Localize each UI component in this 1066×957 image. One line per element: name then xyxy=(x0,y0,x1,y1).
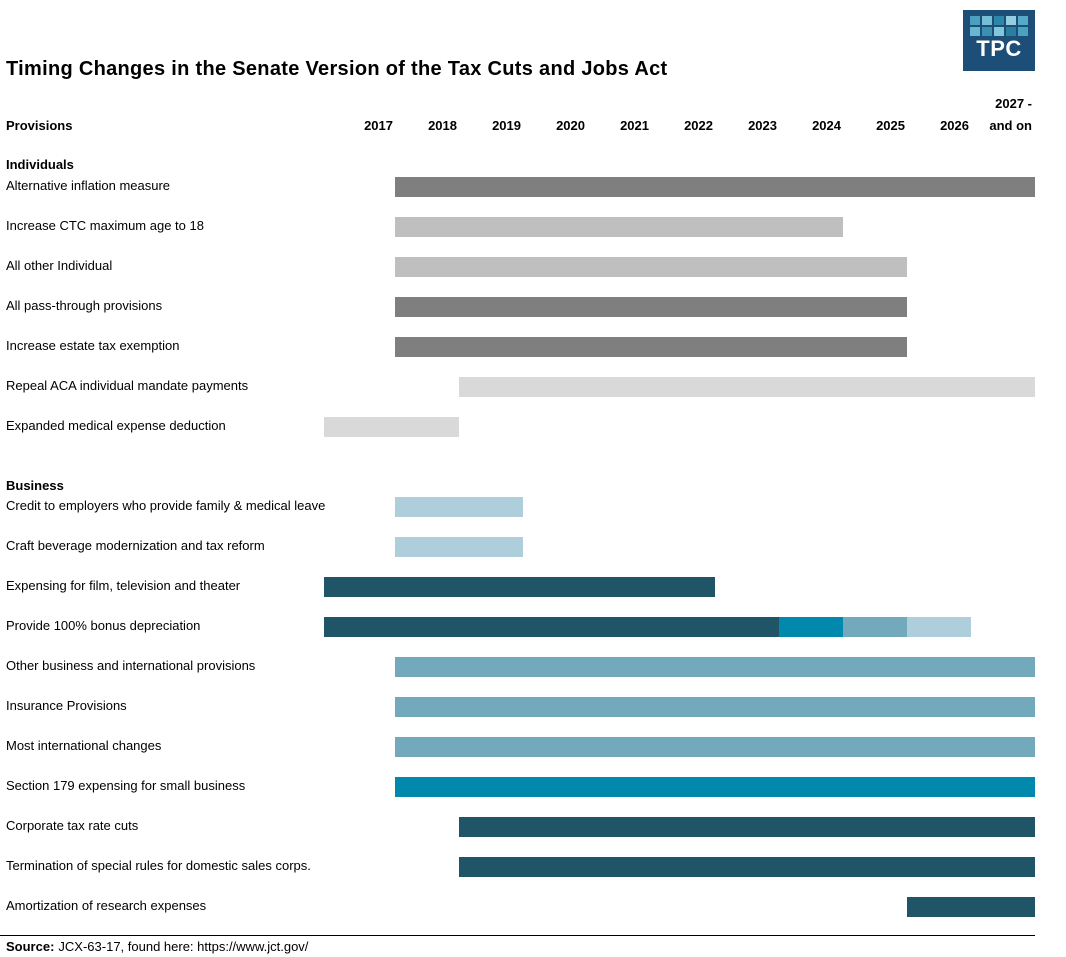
provision-label: Other business and international provisi… xyxy=(6,658,256,673)
year-column-header-2024: 2024 xyxy=(812,118,841,133)
source-text: JCX-63-17, found here: https://www.jct.g… xyxy=(58,939,309,954)
provision-label: Most international changes xyxy=(6,738,162,753)
provision-label: Expensing for film, television and theat… xyxy=(6,578,241,593)
year-column-header-2021: 2021 xyxy=(620,118,649,133)
year-column-header-2027-and-on-line2: and on xyxy=(989,118,1032,133)
provision-label: Increase CTC maximum age to 18 xyxy=(6,218,204,233)
provision-label: Craft beverage modernization and tax ref… xyxy=(6,538,265,553)
timeline-bar-segment xyxy=(395,777,1035,797)
provision-label: All other Individual xyxy=(6,258,113,273)
footer-divider xyxy=(0,935,1035,936)
year-column-header-2026: 2026 xyxy=(940,118,969,133)
tpc-logo-square-icon xyxy=(994,27,1004,36)
year-column-header-2020: 2020 xyxy=(556,118,585,133)
timeline-bar-segment xyxy=(395,217,843,237)
timeline-bar-segment xyxy=(395,497,523,517)
timeline-bar-segment xyxy=(395,737,1035,757)
tpc-logo-square-icon xyxy=(1006,27,1016,36)
provision-label: Provide 100% bonus depreciation xyxy=(6,618,201,633)
provision-label: All pass-through provisions xyxy=(6,298,163,313)
provision-label: Insurance Provisions xyxy=(6,698,127,713)
timeline-bar-segment xyxy=(395,337,907,357)
provision-label: Alternative inflation measure xyxy=(6,178,171,193)
tpc-logo-square-icon xyxy=(982,27,992,36)
provision-label: Expanded medical expense deduction xyxy=(6,418,226,433)
provision-label: Section 179 expensing for small business xyxy=(6,778,246,793)
tpc-logo-square-icon xyxy=(1018,16,1028,25)
timeline-bar-segment xyxy=(779,617,843,637)
tpc-logo-squares-icon xyxy=(970,16,1028,36)
source-label: Source: xyxy=(6,939,55,954)
timeline-bar-segment xyxy=(843,617,907,637)
timeline-bar-segment xyxy=(324,617,779,637)
timeline-bar-segment xyxy=(395,537,523,557)
provisions-column-header: Provisions xyxy=(6,118,73,133)
year-column-header-2018: 2018 xyxy=(428,118,457,133)
year-column-header-2023: 2023 xyxy=(748,118,777,133)
tpc-logo-text: TPC xyxy=(976,36,1022,61)
source-line: Source: JCX-63-17, found here: https://ww… xyxy=(6,939,308,954)
tpc-logo-square-icon xyxy=(1018,27,1028,36)
provision-label: Termination of special rules for domesti… xyxy=(6,858,311,873)
tpc-logo-square-icon xyxy=(970,16,980,25)
year-column-header-2017: 2017 xyxy=(364,118,393,133)
timeline-bar-segment xyxy=(907,617,971,637)
timeline-bar-segment xyxy=(324,417,459,437)
timeline-bar-segment xyxy=(395,177,1035,197)
timeline-bar-segment xyxy=(395,657,1035,677)
section-header-individuals: Individuals xyxy=(6,157,74,172)
provision-label: Amortization of research expenses xyxy=(6,898,207,913)
tpc-logo: TPC xyxy=(963,10,1035,71)
year-column-header-2019: 2019 xyxy=(492,118,521,133)
tpc-logo-square-icon xyxy=(994,16,1004,25)
year-column-header-2022: 2022 xyxy=(684,118,713,133)
timeline-bar-segment xyxy=(459,857,1035,877)
timeline-bar-segment xyxy=(395,697,1035,717)
section-header-business: Business xyxy=(6,478,64,493)
timeline-bar-segment xyxy=(324,577,715,597)
provision-label: Corporate tax rate cuts xyxy=(6,818,139,833)
timeline-bar-segment xyxy=(395,257,907,277)
year-column-header-2025: 2025 xyxy=(876,118,905,133)
timeline-bar-segment xyxy=(459,817,1035,837)
tpc-logo-square-icon xyxy=(970,27,980,36)
tpc-logo-square-icon xyxy=(1006,16,1016,25)
tpc-logo-square-icon xyxy=(982,16,992,25)
provision-label: Repeal ACA individual mandate payments xyxy=(6,378,249,393)
chart-title: Timing Changes in the Senate Version of … xyxy=(6,58,668,81)
timeline-bar-segment xyxy=(907,897,1035,917)
provision-label: Increase estate tax exemption xyxy=(6,338,180,353)
provision-label: Credit to employers who provide family &… xyxy=(6,498,326,513)
year-column-header-2027-and-on-line1: 2027 - xyxy=(995,96,1032,111)
timeline-bar-segment xyxy=(395,297,907,317)
timeline-bar-segment xyxy=(459,377,1035,397)
